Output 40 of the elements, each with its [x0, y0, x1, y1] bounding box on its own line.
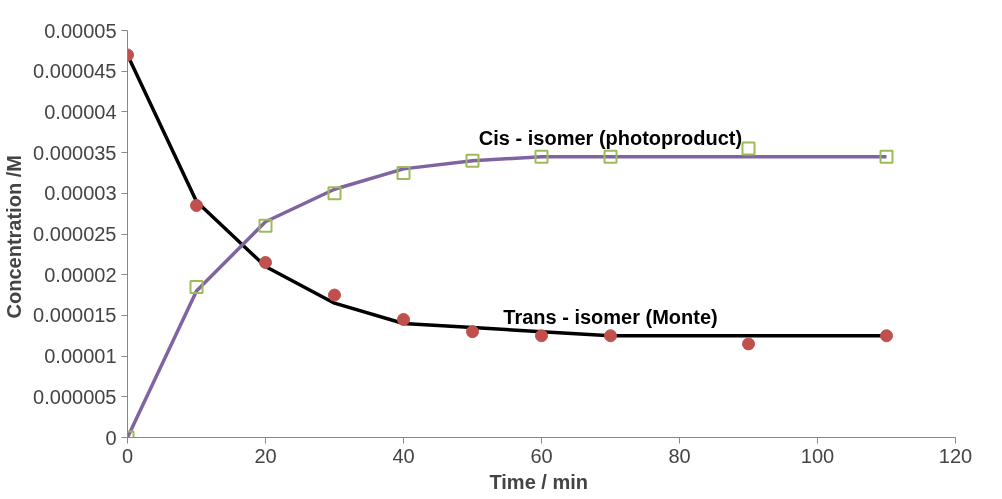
- point: [742, 337, 755, 351]
- point: [189, 279, 204, 294]
- y-tick-label: 0.000005: [33, 385, 117, 408]
- point: [327, 186, 342, 201]
- y-axis-title: Concentration /M: [3, 155, 26, 319]
- y-tick-label: 0: [105, 426, 117, 449]
- y-tick-label: 0.00001: [44, 345, 117, 368]
- series-label: Trans - isomer (Monte): [503, 305, 718, 328]
- point: [466, 325, 479, 339]
- y-tick-label: 0.000025: [33, 223, 117, 245]
- y-tick-label: 0.00004: [44, 100, 117, 123]
- point: [397, 312, 410, 326]
- x-tick-label: 60: [530, 444, 553, 467]
- point: [604, 329, 617, 343]
- point: [328, 288, 341, 302]
- x-tick-label: 100: [800, 444, 835, 467]
- x-tick-label: 40: [392, 444, 415, 467]
- y-tick-label: 0.000015: [33, 304, 117, 327]
- x-axis-title: Time / min: [489, 470, 588, 493]
- point: [259, 256, 272, 269]
- point: [396, 165, 411, 180]
- y-tick-label: 0.00003: [44, 182, 117, 205]
- point: [534, 149, 549, 164]
- point: [190, 199, 203, 212]
- series-label: Cis - isomer (photoproduct): [478, 126, 743, 149]
- x-tick-label: 120: [938, 444, 973, 467]
- y-tick-label: 0.000035: [33, 141, 117, 164]
- y-tick-label: 0.000045: [33, 60, 117, 83]
- point: [879, 149, 894, 164]
- point: [741, 141, 756, 156]
- x-tick-label: 20: [254, 444, 277, 467]
- y-tick-label: 0.00005: [44, 19, 117, 42]
- point: [535, 329, 548, 343]
- point: [258, 218, 273, 233]
- y-tick-label: 0.00002: [44, 263, 117, 286]
- point: [880, 329, 893, 343]
- point: [465, 153, 480, 168]
- x-tick-label: 80: [668, 444, 691, 467]
- x-tick-label: 0: [121, 444, 134, 467]
- point: [603, 149, 618, 164]
